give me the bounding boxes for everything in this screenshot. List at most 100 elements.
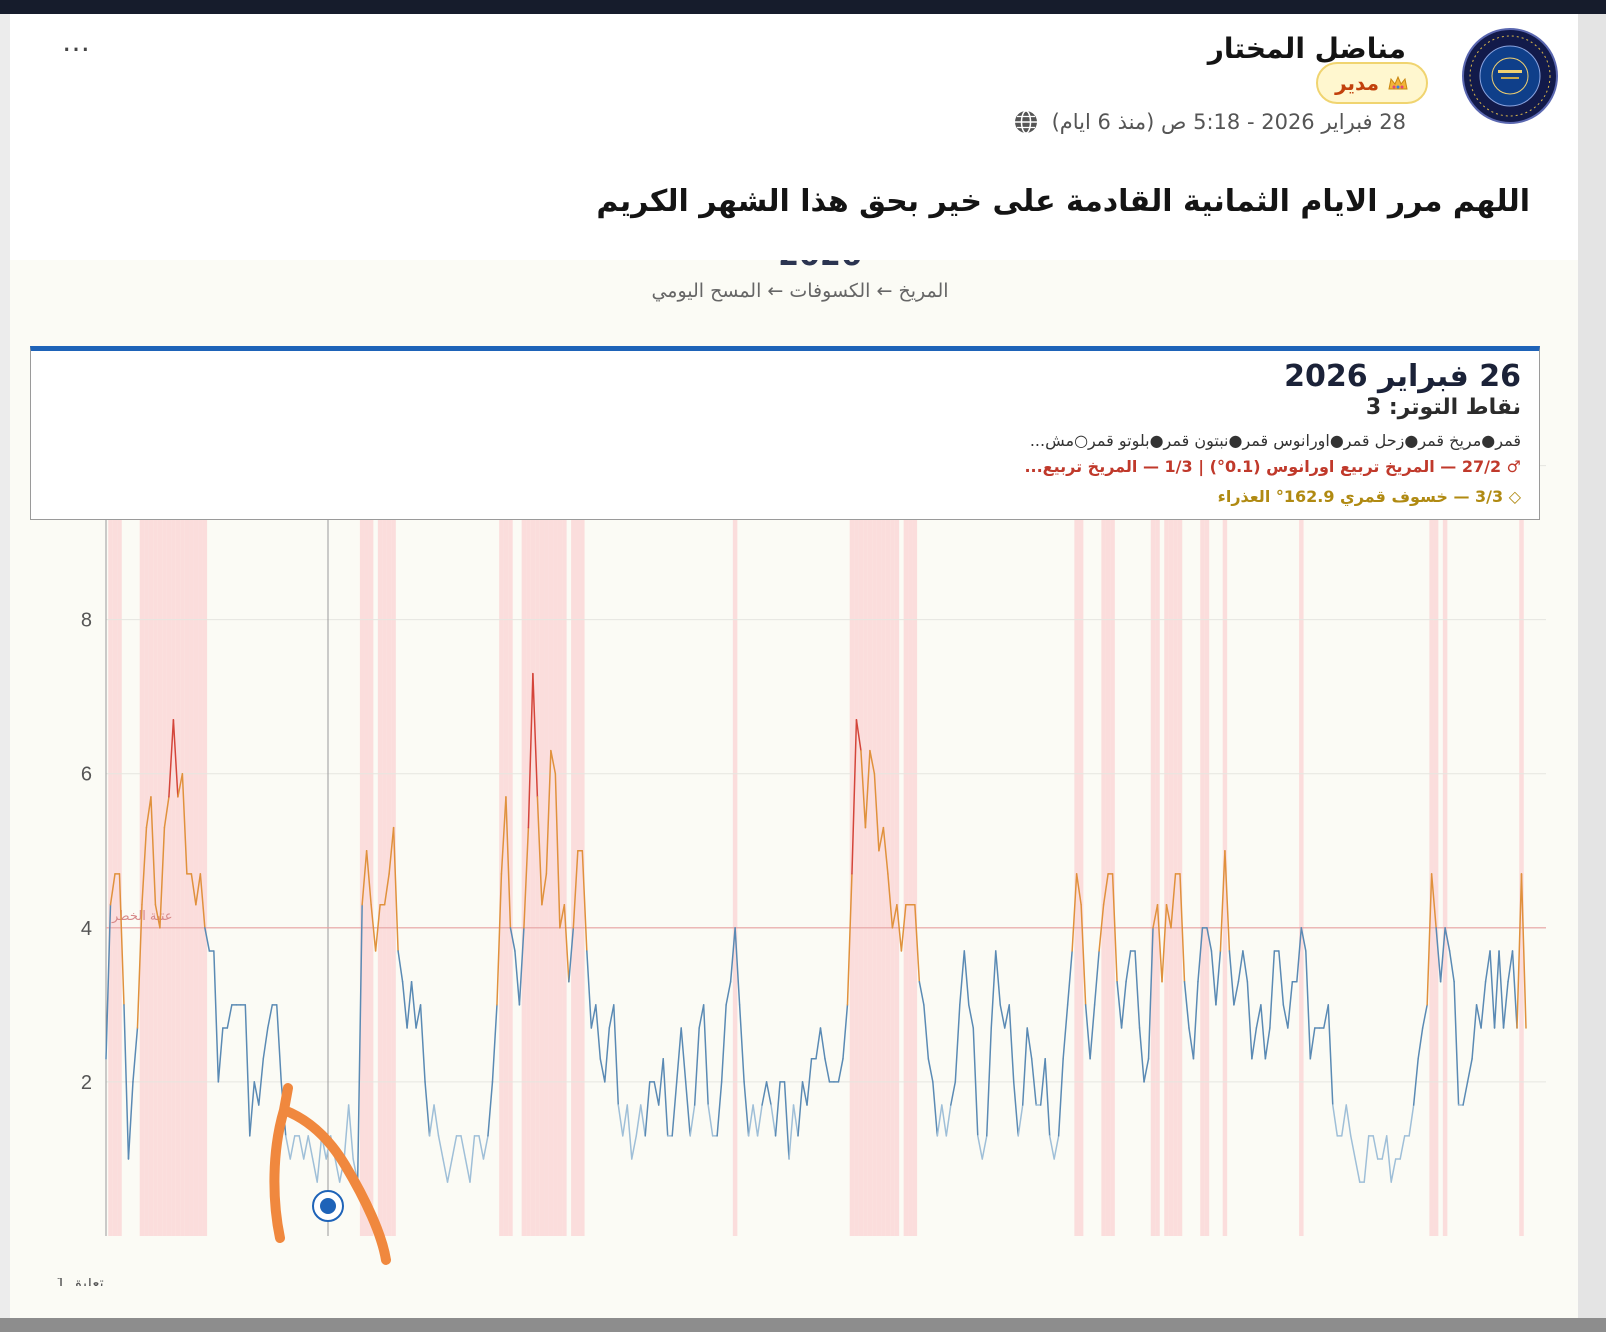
data-segment — [846, 873, 853, 1006]
data-segment — [855, 719, 862, 752]
data-segment — [1327, 1004, 1334, 1106]
risk-band — [1433, 350, 1439, 1236]
data-segment — [1264, 1027, 1271, 1060]
data-segment — [154, 903, 161, 929]
data-segment — [1448, 950, 1455, 983]
data-segment — [1332, 1104, 1339, 1137]
scrollbar-track[interactable] — [0, 1318, 1606, 1332]
data-segment — [792, 1104, 799, 1137]
data-segment — [1021, 1027, 1028, 1106]
risk-band — [580, 350, 585, 1236]
data-segment — [842, 1004, 849, 1060]
risk-band — [1105, 350, 1111, 1236]
risk-band — [153, 350, 158, 1236]
data-segment — [1039, 1058, 1046, 1106]
chart-image[interactable]: 246810عتبة الخطرS2S2 2026 المريخ ← الكسو… — [10, 260, 1578, 1318]
data-segment — [1349, 1135, 1356, 1160]
data-segment — [747, 1104, 754, 1137]
hand-drawn-annotation — [269, 1083, 391, 1265]
data-segment — [622, 1104, 629, 1137]
data-segment — [725, 981, 732, 1006]
comment-count[interactable]: 1 تعليق — [56, 1278, 104, 1286]
data-segment — [1206, 927, 1213, 952]
data-segment — [509, 927, 516, 952]
risk-band — [202, 350, 208, 1236]
data-segment — [743, 1081, 750, 1137]
data-segment — [999, 1004, 1006, 1029]
data-segment — [1116, 981, 1123, 1029]
data-segment — [559, 903, 566, 929]
data-segment — [365, 850, 372, 906]
risk-band — [1101, 350, 1106, 1236]
data-segment — [950, 1081, 957, 1106]
data-segment — [554, 772, 561, 929]
data-segment — [1516, 873, 1523, 1029]
data-segment — [428, 1104, 435, 1137]
data-segment — [1309, 1027, 1316, 1060]
data-segment — [1161, 903, 1168, 983]
risk-band — [1222, 350, 1228, 1236]
data-segment — [1502, 981, 1509, 1029]
data-segment — [1057, 1058, 1064, 1137]
data-segment — [635, 1104, 642, 1137]
data-segment — [401, 981, 408, 1029]
browser-top-bar — [0, 0, 1606, 14]
data-segment — [1435, 927, 1442, 983]
risk-band — [198, 350, 203, 1236]
data-segment — [204, 927, 211, 952]
data-segment — [1192, 981, 1199, 1060]
risk-band — [1200, 350, 1205, 1236]
data-segment — [1008, 1004, 1015, 1083]
data-segment — [181, 772, 188, 875]
data-segment — [1444, 927, 1451, 952]
data-segment — [311, 1158, 318, 1183]
globe-icon — [1014, 110, 1037, 134]
data-segment — [945, 1104, 952, 1137]
data-segment — [927, 1058, 934, 1083]
data-segment — [1408, 1104, 1415, 1137]
author-name[interactable]: مناضل المختار — [1207, 32, 1406, 65]
risk-band — [144, 350, 149, 1236]
data-segment — [199, 873, 206, 929]
data-segment — [123, 1004, 130, 1160]
data-segment — [1323, 1004, 1330, 1029]
data-segment — [1215, 950, 1222, 1006]
data-segment — [797, 1081, 804, 1137]
tooltip-date: 26 فبراير 2026 — [1284, 359, 1521, 394]
data-segment — [590, 1004, 597, 1029]
data-segment — [334, 1158, 341, 1183]
data-segment — [424, 1081, 431, 1137]
data-segment — [1390, 1158, 1397, 1183]
data-segment — [136, 903, 143, 1029]
data-segment — [1143, 1058, 1150, 1083]
comment-count-peek[interactable]: 1 تعليق — [56, 1278, 146, 1286]
chart-title-clip: 2026 — [570, 260, 1070, 272]
avatar[interactable] — [1462, 28, 1558, 124]
data-segment — [1080, 903, 1087, 1006]
data-segment — [774, 1081, 781, 1137]
post-timestamp[interactable]: 28 فبراير 2026 - 5:18 ص (منذ 6 ايام) — [1051, 110, 1406, 134]
data-segment — [163, 796, 170, 829]
risk-band — [1204, 350, 1210, 1236]
data-segment — [1003, 1004, 1010, 1029]
data-segment — [662, 1058, 669, 1137]
data-segment — [388, 826, 395, 875]
data-segment — [397, 950, 404, 983]
data-segment — [1507, 950, 1514, 983]
data-segment — [1345, 1104, 1352, 1137]
ellipsis-icon[interactable]: … — [62, 25, 91, 58]
data-segment — [878, 826, 885, 852]
data-segment — [1026, 1027, 1033, 1060]
risk-band — [108, 350, 113, 1236]
data-segment — [1237, 950, 1244, 983]
data-segment — [707, 1104, 714, 1137]
data-segment — [478, 1135, 485, 1160]
data-segment — [1381, 1135, 1388, 1160]
data-segment — [1282, 1004, 1289, 1029]
data-segment — [190, 873, 197, 906]
data-segment — [968, 1004, 975, 1029]
risk-band — [908, 350, 913, 1236]
risk-band — [1177, 350, 1183, 1236]
data-segment — [788, 1104, 795, 1160]
data-segment — [1417, 1027, 1424, 1060]
